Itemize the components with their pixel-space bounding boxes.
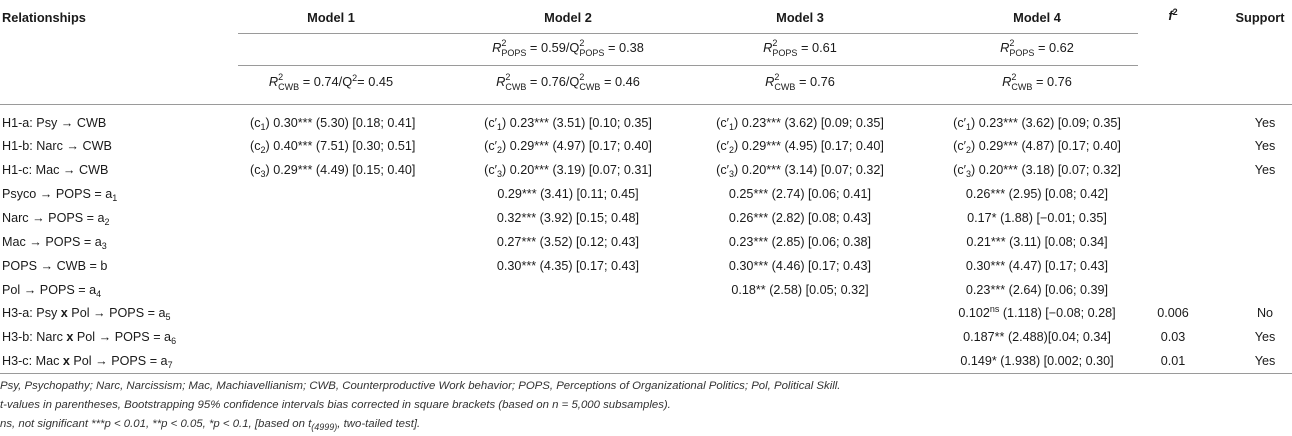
- row-h3c-f2: 0.01: [1160, 354, 1186, 368]
- row-label-h3c: H3-c: Mac x Pol → POPS = a7: [2, 354, 173, 370]
- row-h1a-support: Yes: [1254, 116, 1276, 130]
- row-narc-m4: 0.17* (1.88) [−0.01; 0.35]: [967, 211, 1107, 225]
- r2-rule: [238, 65, 1138, 66]
- row-h3a-f2: 0.006: [1157, 306, 1189, 320]
- row-h1c-m4: (c′3) 0.20*** (3.18) [0.07; 0.32]: [953, 163, 1121, 179]
- row-label-h3b: H3-b: Narc x Pol → POPS = a6: [2, 330, 177, 346]
- row-h3c-m4: 0.149* (1.938) [0.002; 0.30]: [960, 354, 1114, 368]
- row-label-narc-pops: Narc → POPS = a2: [2, 211, 110, 227]
- row-pops-cwb-m4: 0.30*** (4.47) [0.17; 0.43]: [965, 259, 1109, 273]
- m2-r2-pops: R 2 POPS = 0.59/Q 2 POPS = 0.38: [492, 38, 644, 58]
- header-relationships: Relationships: [2, 10, 86, 25]
- row-mac-m3: 0.23*** (2.85) [0.06; 0.38]: [728, 235, 872, 249]
- table-bottom-rule: [0, 373, 1292, 374]
- row-psyco-m4: 0.26*** (2.95) [0.08; 0.42]: [965, 187, 1109, 201]
- row-label-pol-pops: Pol → POPS = a4: [2, 283, 102, 299]
- row-psyco-m3: 0.25*** (2.74) [0.06; 0.41]: [728, 187, 872, 201]
- row-h1a-m4: (c′1) 0.23*** (3.62) [0.09; 0.35]: [953, 116, 1121, 132]
- row-h3b-support: Yes: [1254, 330, 1276, 344]
- row-h1b-m2: (c′2) 0.29*** (4.97) [0.17; 0.40]: [484, 139, 652, 155]
- row-h3a-m4: 0.102ns (1.118) [−0.08; 0.28]: [958, 304, 1116, 321]
- row-h1b-m4: (c′2) 0.29*** (4.87) [0.17; 0.40]: [953, 139, 1121, 155]
- row-h1a-m1: (c1) 0.30*** (5.30) [0.18; 0.41]: [250, 116, 416, 132]
- row-label-mac-pops: Mac → POPS = a3: [2, 235, 107, 251]
- header-model4: Model 4: [1013, 10, 1061, 25]
- row-narc-m3: 0.26*** (2.82) [0.08; 0.43]: [728, 211, 872, 225]
- row-h1c-m2: (c′3) 0.20*** (3.19) [0.07; 0.31]: [484, 163, 652, 179]
- header-model2: Model 2: [544, 10, 592, 25]
- row-h1c-m3: (c′3) 0.20*** (3.14) [0.07; 0.32]: [716, 163, 884, 179]
- header-model1: Model 1: [307, 10, 355, 25]
- row-label-h3a: H3-a: Psy x Pol → POPS = a5: [2, 306, 171, 322]
- row-h1b-m3: (c′2) 0.29*** (4.95) [0.17; 0.40]: [716, 139, 884, 155]
- row-mac-m2: 0.27*** (3.52) [0.12; 0.43]: [496, 235, 640, 249]
- row-pops-cwb-m3: 0.30*** (4.46) [0.17; 0.43]: [728, 259, 872, 273]
- header-model3: Model 3: [776, 10, 824, 25]
- header-f2: f2: [1168, 7, 1178, 24]
- footnote-tvalues: t-values in parentheses, Bootstrapping 9…: [0, 399, 671, 411]
- row-h3a-support: No: [1256, 306, 1274, 320]
- row-h1a-m2: (c′1) 0.23*** (3.51) [0.10; 0.35]: [484, 116, 652, 132]
- footnote-significance: ns, not significant ***p < 0.01, **p < 0…: [0, 418, 421, 432]
- m2-r2-cwb: R 2 CWB = 0.76/Q 2 CWB = 0.46: [496, 72, 640, 92]
- row-h1a-m3: (c′1) 0.23*** (3.62) [0.09; 0.35]: [716, 116, 884, 132]
- row-label-h1c: H1-c: Mac → CWB: [2, 163, 109, 177]
- row-label-psyco-pops: Psyco → POPS = a1: [2, 187, 118, 203]
- header-support: Support: [1235, 10, 1285, 25]
- row-label-h1a: H1-a: Psy → CWB: [2, 116, 107, 130]
- row-pol-m3: 0.18** (2.58) [0.05; 0.32]: [731, 283, 869, 297]
- row-h1c-m1: (c3) 0.29*** (4.49) [0.15; 0.40]: [250, 163, 416, 179]
- m4-r2-pops: R 2 POPS = 0.62: [1000, 38, 1074, 58]
- header-rule: [238, 33, 1138, 34]
- row-psyco-m2: 0.29*** (3.41) [0.11; 0.45]: [497, 187, 639, 201]
- m1-r2-cwb: R 2 CWB = 0.74/Q2= 0.45: [268, 72, 394, 92]
- m3-r2-cwb: R 2 CWB = 0.76: [765, 72, 835, 92]
- row-h1b-m1: (c2) 0.40*** (7.51) [0.30; 0.51]: [250, 139, 416, 155]
- row-h3b-f2: 0.03: [1160, 330, 1186, 344]
- row-h3c-support: Yes: [1254, 354, 1276, 368]
- m3-r2-pops: R 2 POPS = 0.61: [763, 38, 837, 58]
- row-label-h1b: H1-b: Narc → CWB: [2, 139, 112, 153]
- row-h1c-support: Yes: [1254, 163, 1276, 177]
- row-h1b-support: Yes: [1254, 139, 1276, 153]
- footnote-abbreviations: Psy, Psychopathy; Narc, Narcissism; Mac,…: [0, 380, 841, 392]
- header-bottom-rule: [0, 104, 1292, 105]
- row-label-pops-cwb: POPS → CWB = b: [2, 259, 108, 273]
- row-mac-m4: 0.21*** (3.11) [0.08; 0.34]: [966, 235, 1108, 249]
- row-pops-cwb-m2: 0.30*** (4.35) [0.17; 0.43]: [496, 259, 640, 273]
- row-pol-m4: 0.23*** (2.64) [0.06; 0.39]: [965, 283, 1109, 297]
- row-h3b-m4: 0.187** (2.488)[0.04; 0.34]: [963, 330, 1111, 344]
- row-narc-m2: 0.32*** (3.92) [0.15; 0.48]: [496, 211, 640, 225]
- m4-r2-cwb: R 2 CWB = 0.76: [1002, 72, 1072, 92]
